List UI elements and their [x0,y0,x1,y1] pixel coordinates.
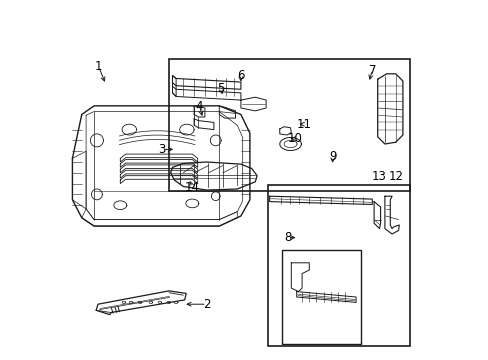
Text: 14: 14 [184,181,200,194]
Text: 6: 6 [237,69,244,82]
Text: 9: 9 [328,150,336,163]
Bar [168,59,409,191]
Text: 1: 1 [95,60,102,73]
Text: 11: 11 [296,118,311,131]
Bar [267,185,409,346]
Text: 7: 7 [368,64,375,77]
Text: 2: 2 [203,298,210,311]
Text: 12: 12 [387,170,403,183]
Text: 10: 10 [287,132,302,145]
Text: 4: 4 [195,100,203,113]
Text: 8: 8 [284,231,291,244]
Text: 3: 3 [158,143,165,156]
Text: 5: 5 [217,82,224,95]
Text: 13: 13 [371,170,386,183]
Bar [282,250,361,344]
